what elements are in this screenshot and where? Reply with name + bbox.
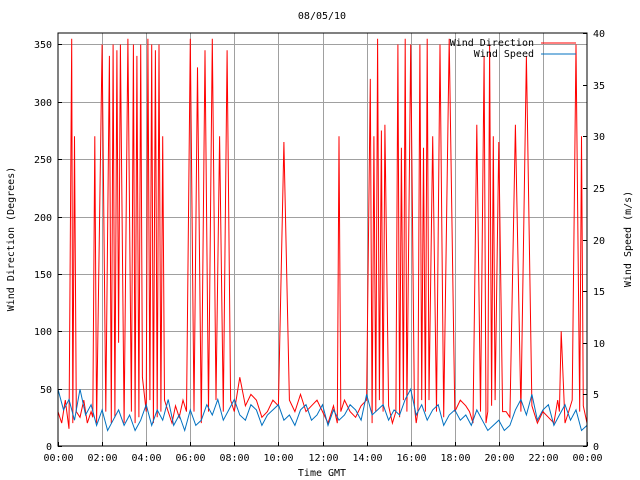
x-tick-label: 08:00 <box>219 453 249 464</box>
y-axis-right-label: Wind Speed (m/s) <box>623 191 634 287</box>
y-right-tick-label: 40 <box>593 29 605 40</box>
y-right-tick-label: 35 <box>593 81 605 92</box>
y-left-tick-label: 200 <box>34 213 52 224</box>
y-right-tick-label: 10 <box>593 339 605 350</box>
x-tick-label: 06:00 <box>175 453 205 464</box>
chart-title: 08/05/10 <box>298 11 346 22</box>
x-tick-label: 20:00 <box>484 453 514 464</box>
y-right-tick-label: 25 <box>593 184 605 195</box>
x-tick-label: 10:00 <box>263 453 293 464</box>
x-tick-label: 14:00 <box>352 453 382 464</box>
series-line-wind-direction <box>57 38 588 429</box>
y-left-tick-label: 350 <box>34 40 52 51</box>
legend-label-wind-speed: Wind Speed <box>474 49 534 60</box>
x-axis-label: Time GMT <box>298 468 346 479</box>
y-left-tick-label: 50 <box>40 385 52 396</box>
plot-border <box>57 32 588 447</box>
y-axis-left-label: Wind Direction (Degrees) <box>6 167 17 312</box>
x-tick-label: 16:00 <box>396 453 426 464</box>
x-tick-label: 00:00 <box>572 453 602 464</box>
y-right-tick-label: 20 <box>593 236 605 247</box>
y-left-tick-label: 0 <box>46 442 52 453</box>
x-tick-label: 12:00 <box>308 453 338 464</box>
x-tick-label: 22:00 <box>528 453 558 464</box>
legend-label-wind-direction: Wind Direction <box>450 38 534 49</box>
y-right-tick-label: 0 <box>593 442 599 453</box>
y-right-tick-label: 30 <box>593 132 605 143</box>
legend: Wind Direction Wind Speed <box>450 38 576 60</box>
y-left-tick-label: 250 <box>34 155 52 166</box>
y-left-tick-label: 100 <box>34 327 52 338</box>
x-tick-label: 02:00 <box>87 453 117 464</box>
y-right-tick-label: 15 <box>593 287 605 298</box>
x-tick-label: 18:00 <box>440 453 470 464</box>
series-line-wind-speed <box>57 387 588 433</box>
x-tick-label: 04:00 <box>131 453 161 464</box>
y-left-tick-label: 150 <box>34 270 52 281</box>
x-tick-label: 00:00 <box>43 453 73 464</box>
y-right-tick-label: 5 <box>593 390 599 401</box>
y-left-tick-label: 300 <box>34 98 52 109</box>
